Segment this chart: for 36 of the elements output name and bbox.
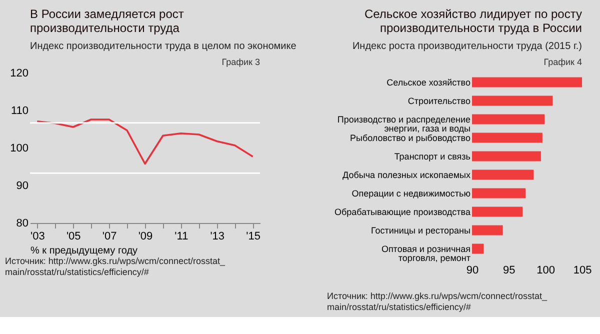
x-tick-label: '11: [174, 230, 188, 242]
y-tick-label: 80: [16, 218, 28, 230]
x-tick-label: '05: [66, 230, 81, 242]
y-tick-label: Строительство: [408, 96, 470, 106]
y-tick-label: 120: [10, 68, 28, 80]
line-series: [36, 118, 254, 165]
y-tick-label: Производство и распределение энергии, газа и воды: [337, 114, 470, 134]
y-tick-label: Добыча полезных ископаемых: [342, 170, 471, 180]
x-tick-label: 105: [573, 264, 592, 276]
chart-title: В России замедляется рост производительности труда: [30, 7, 184, 35]
x-tick-label: 100: [536, 264, 556, 276]
y-tick-label: 100: [10, 142, 28, 154]
y-tick-label: Сельское хозяйство: [386, 77, 470, 88]
y-tick-label: Оптовая и розничная торговля, ремонт: [381, 244, 471, 263]
x-tick-label: '15: [246, 230, 260, 242]
x-tick-label: '03: [30, 230, 45, 242]
y-tick-label: Обрабатывающие производства: [334, 206, 470, 217]
y-tick-label: Гостиницы и рестораны: [370, 225, 470, 236]
text: Источник: http://www.gks.ru/wps/wcm/connect/rosstat_main/rosstat/ru/statistics/efficiency/#: [327, 291, 548, 312]
y-tick-label: Рыболовство и рыбоводство: [350, 132, 470, 143]
x-tick-label: '09: [138, 230, 153, 242]
x-axis-title: % к предыдущему году: [30, 246, 138, 256]
x-tick-label: 90: [466, 264, 479, 276]
x-tick-label: '07: [102, 230, 117, 242]
text: Источник: http://www.gks.ru/wps/wcm/connect/rosstat_main/rosstat/ru/statistics/efficiency/#: [5, 256, 226, 277]
chart-subtitle: Индекс роста производительности труда (2015 г.): [352, 41, 582, 52]
chart-subtitle: Индекс производительности труда в целом по экономике: [30, 41, 297, 52]
y-tick-label: Операции с недвижимостью: [352, 188, 471, 198]
y-tick-label: 90: [16, 180, 28, 192]
y-tick-label: Транспорт и связь: [394, 151, 471, 162]
chart-title: Сельское хозяйство лидирует по росту производительности труда в России: [364, 7, 582, 35]
text: График 4: [544, 57, 582, 67]
x-tick-label: '13: [210, 230, 225, 242]
x-tick-label: 95: [503, 264, 516, 276]
y-tick-label: 110: [10, 105, 28, 117]
text: График 3: [222, 57, 260, 67]
